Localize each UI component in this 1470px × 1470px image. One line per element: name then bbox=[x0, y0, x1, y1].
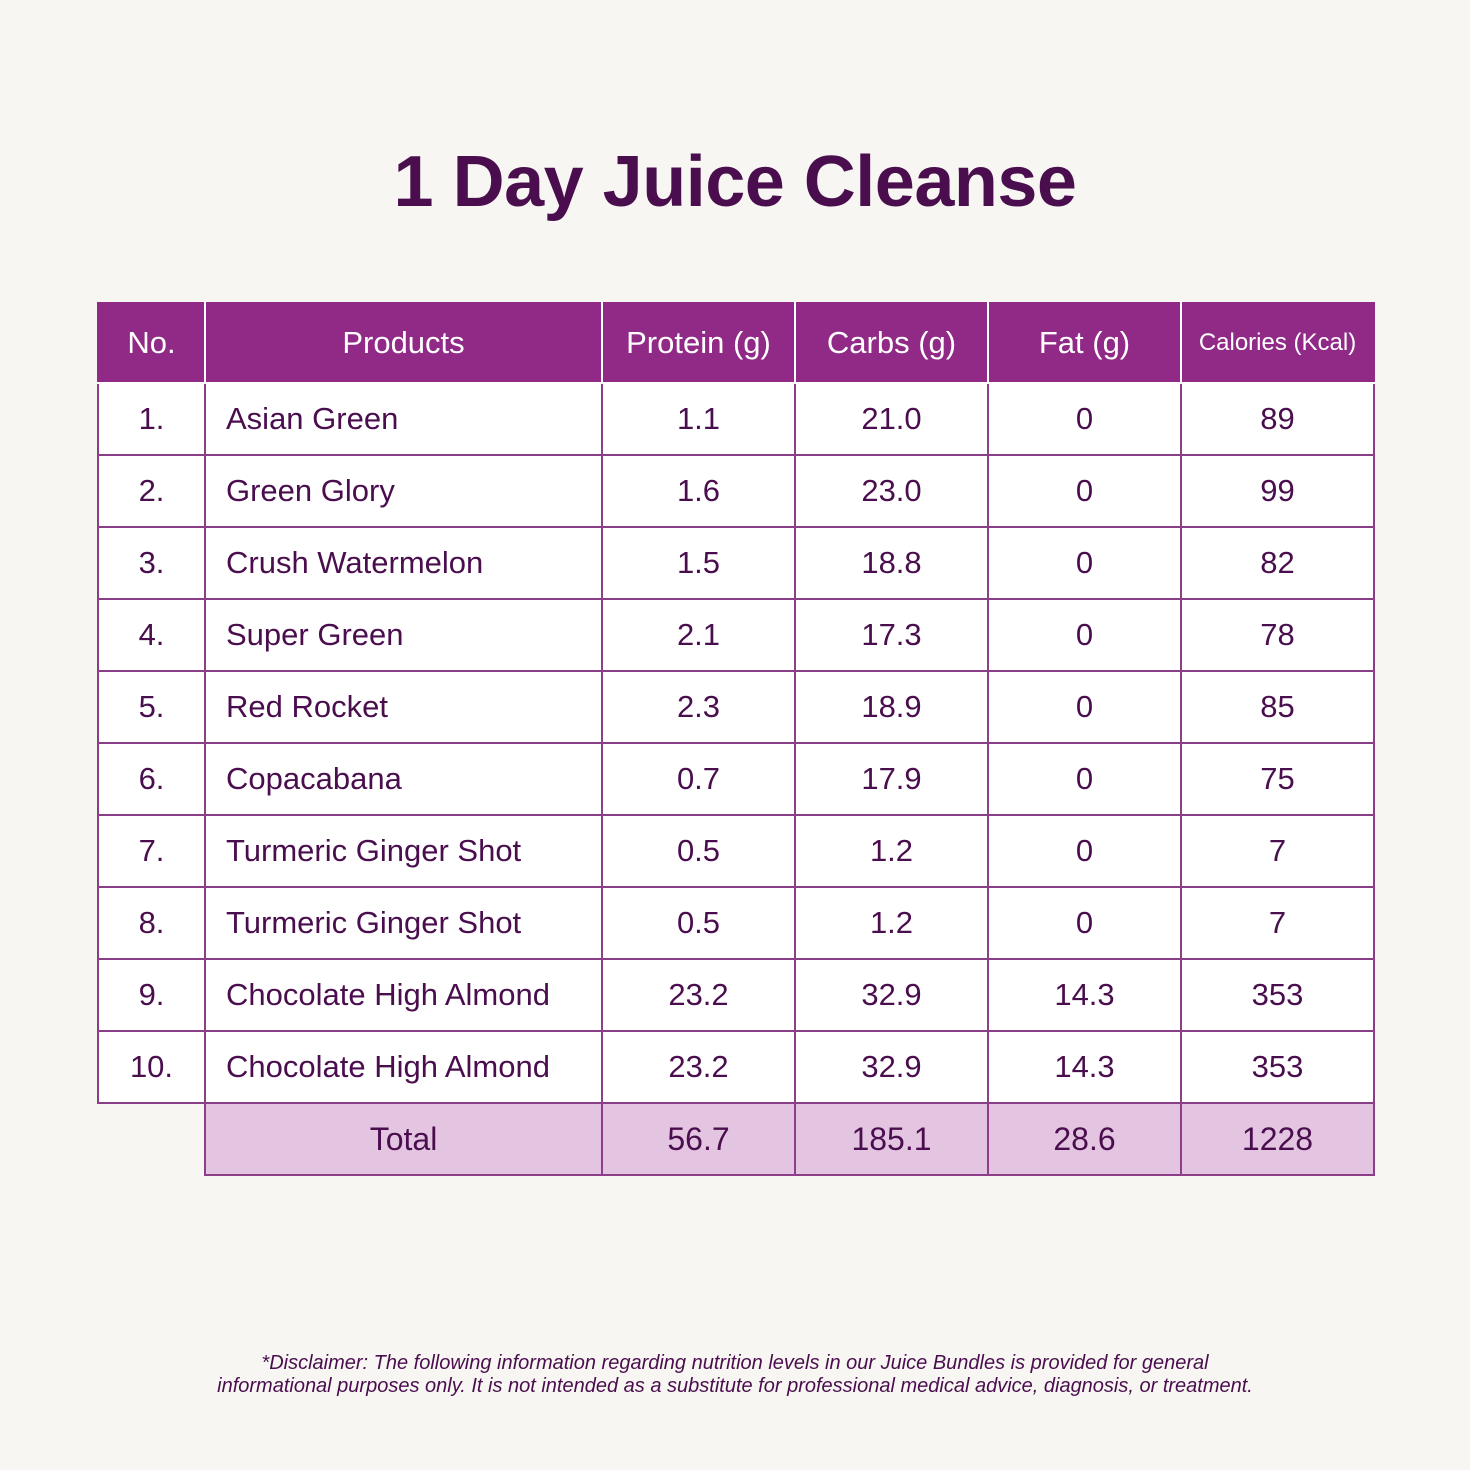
carbs-value: 21.0 bbox=[794, 382, 989, 456]
table-header-row: No. Products Protein (g) Carbs (g) Fat (… bbox=[97, 302, 1375, 384]
carbs-value: 1.2 bbox=[794, 814, 989, 888]
protein-value: 0.7 bbox=[601, 742, 796, 816]
calories-value: 99 bbox=[1180, 454, 1375, 528]
row-number: 9. bbox=[97, 958, 206, 1032]
nutrition-table: No. Products Protein (g) Carbs (g) Fat (… bbox=[97, 302, 1375, 1176]
row-number: 3. bbox=[97, 526, 206, 600]
carbs-value: 1.2 bbox=[794, 886, 989, 960]
protein-value: 23.2 bbox=[601, 958, 796, 1032]
product-name: Chocolate High Almond bbox=[204, 958, 603, 1032]
table-row: 4. Super Green 2.1 17.3 0 78 bbox=[97, 598, 1375, 672]
fat-value: 14.3 bbox=[987, 958, 1182, 1032]
carbs-value: 17.9 bbox=[794, 742, 989, 816]
product-name: Copacabana bbox=[204, 742, 603, 816]
product-name: Super Green bbox=[204, 598, 603, 672]
carbs-value: 32.9 bbox=[794, 1030, 989, 1104]
calories-value: 7 bbox=[1180, 886, 1375, 960]
table-row: 8. Turmeric Ginger Shot 0.5 1.2 0 7 bbox=[97, 886, 1375, 960]
product-name: Crush Watermelon bbox=[204, 526, 603, 600]
table-row: 7. Turmeric Ginger Shot 0.5 1.2 0 7 bbox=[97, 814, 1375, 888]
total-carbs: 185.1 bbox=[794, 1102, 989, 1176]
table-row: 5. Red Rocket 2.3 18.9 0 85 bbox=[97, 670, 1375, 744]
calories-value: 7 bbox=[1180, 814, 1375, 888]
table-row: 2. Green Glory 1.6 23.0 0 99 bbox=[97, 454, 1375, 528]
table-row: 10. Chocolate High Almond 23.2 32.9 14.3… bbox=[97, 1030, 1375, 1104]
fat-value: 0 bbox=[987, 814, 1182, 888]
total-label: Total bbox=[204, 1102, 603, 1176]
fat-value: 0 bbox=[987, 526, 1182, 600]
row-number: 7. bbox=[97, 814, 206, 888]
fat-value: 0 bbox=[987, 454, 1182, 528]
row-number: 4. bbox=[97, 598, 206, 672]
row-number: 5. bbox=[97, 670, 206, 744]
column-header-calories: Calories (Kcal) bbox=[1180, 302, 1375, 384]
total-calories: 1228 bbox=[1180, 1102, 1375, 1176]
calories-value: 82 bbox=[1180, 526, 1375, 600]
calories-value: 75 bbox=[1180, 742, 1375, 816]
total-row: Total 56.7 185.1 28.6 1228 bbox=[98, 1102, 1375, 1176]
protein-value: 2.3 bbox=[601, 670, 796, 744]
protein-value: 1.5 bbox=[601, 526, 796, 600]
fat-value: 0 bbox=[987, 382, 1182, 456]
row-number: 2. bbox=[97, 454, 206, 528]
protein-value: 0.5 bbox=[601, 886, 796, 960]
fat-value: 0 bbox=[987, 886, 1182, 960]
calories-value: 89 bbox=[1180, 382, 1375, 456]
fat-value: 14.3 bbox=[987, 1030, 1182, 1104]
carbs-value: 17.3 bbox=[794, 598, 989, 672]
page-title: 1 Day Juice Cleanse bbox=[393, 142, 1077, 222]
product-name: Turmeric Ginger Shot bbox=[204, 814, 603, 888]
row-number: 1. bbox=[97, 382, 206, 456]
table-row: 3. Crush Watermelon 1.5 18.8 0 82 bbox=[97, 526, 1375, 600]
row-number: 6. bbox=[97, 742, 206, 816]
protein-value: 23.2 bbox=[601, 1030, 796, 1104]
calories-value: 353 bbox=[1180, 1030, 1375, 1104]
protein-value: 1.6 bbox=[601, 454, 796, 528]
table-row: 1. Asian Green 1.1 21.0 0 89 bbox=[97, 382, 1375, 456]
total-row-spacer bbox=[98, 1103, 206, 1175]
fat-value: 0 bbox=[987, 670, 1182, 744]
calories-value: 78 bbox=[1180, 598, 1375, 672]
column-header-carbs: Carbs (g) bbox=[794, 302, 989, 384]
total-fat: 28.6 bbox=[987, 1102, 1182, 1176]
column-header-protein: Protein (g) bbox=[601, 302, 796, 384]
protein-value: 1.1 bbox=[601, 382, 796, 456]
product-name: Asian Green bbox=[204, 382, 603, 456]
disclaimer-line-2: informational purposes only. It is not i… bbox=[217, 1375, 1253, 1397]
carbs-value: 32.9 bbox=[794, 958, 989, 1032]
disclaimer-line-1: *Disclaimer: The following information r… bbox=[261, 1352, 1209, 1374]
carbs-value: 23.0 bbox=[794, 454, 989, 528]
calories-value: 85 bbox=[1180, 670, 1375, 744]
carbs-value: 18.9 bbox=[794, 670, 989, 744]
fat-value: 0 bbox=[987, 598, 1182, 672]
carbs-value: 18.8 bbox=[794, 526, 989, 600]
disclaimer: *Disclaimer: The following information r… bbox=[185, 1352, 1285, 1398]
total-protein: 56.7 bbox=[601, 1102, 796, 1176]
calories-value: 353 bbox=[1180, 958, 1375, 1032]
row-number: 8. bbox=[97, 886, 206, 960]
row-number: 10. bbox=[97, 1030, 206, 1104]
product-name: Chocolate High Almond bbox=[204, 1030, 603, 1104]
fat-value: 0 bbox=[987, 742, 1182, 816]
column-header-no: No. bbox=[97, 302, 206, 384]
table-row: 6. Copacabana 0.7 17.9 0 75 bbox=[97, 742, 1375, 816]
protein-value: 2.1 bbox=[601, 598, 796, 672]
column-header-products: Products bbox=[204, 302, 603, 384]
column-header-fat: Fat (g) bbox=[987, 302, 1182, 384]
table-row: 9. Chocolate High Almond 23.2 32.9 14.3 … bbox=[97, 958, 1375, 1032]
product-name: Red Rocket bbox=[204, 670, 603, 744]
product-name: Turmeric Ginger Shot bbox=[204, 886, 603, 960]
product-name: Green Glory bbox=[204, 454, 603, 528]
protein-value: 0.5 bbox=[601, 814, 796, 888]
